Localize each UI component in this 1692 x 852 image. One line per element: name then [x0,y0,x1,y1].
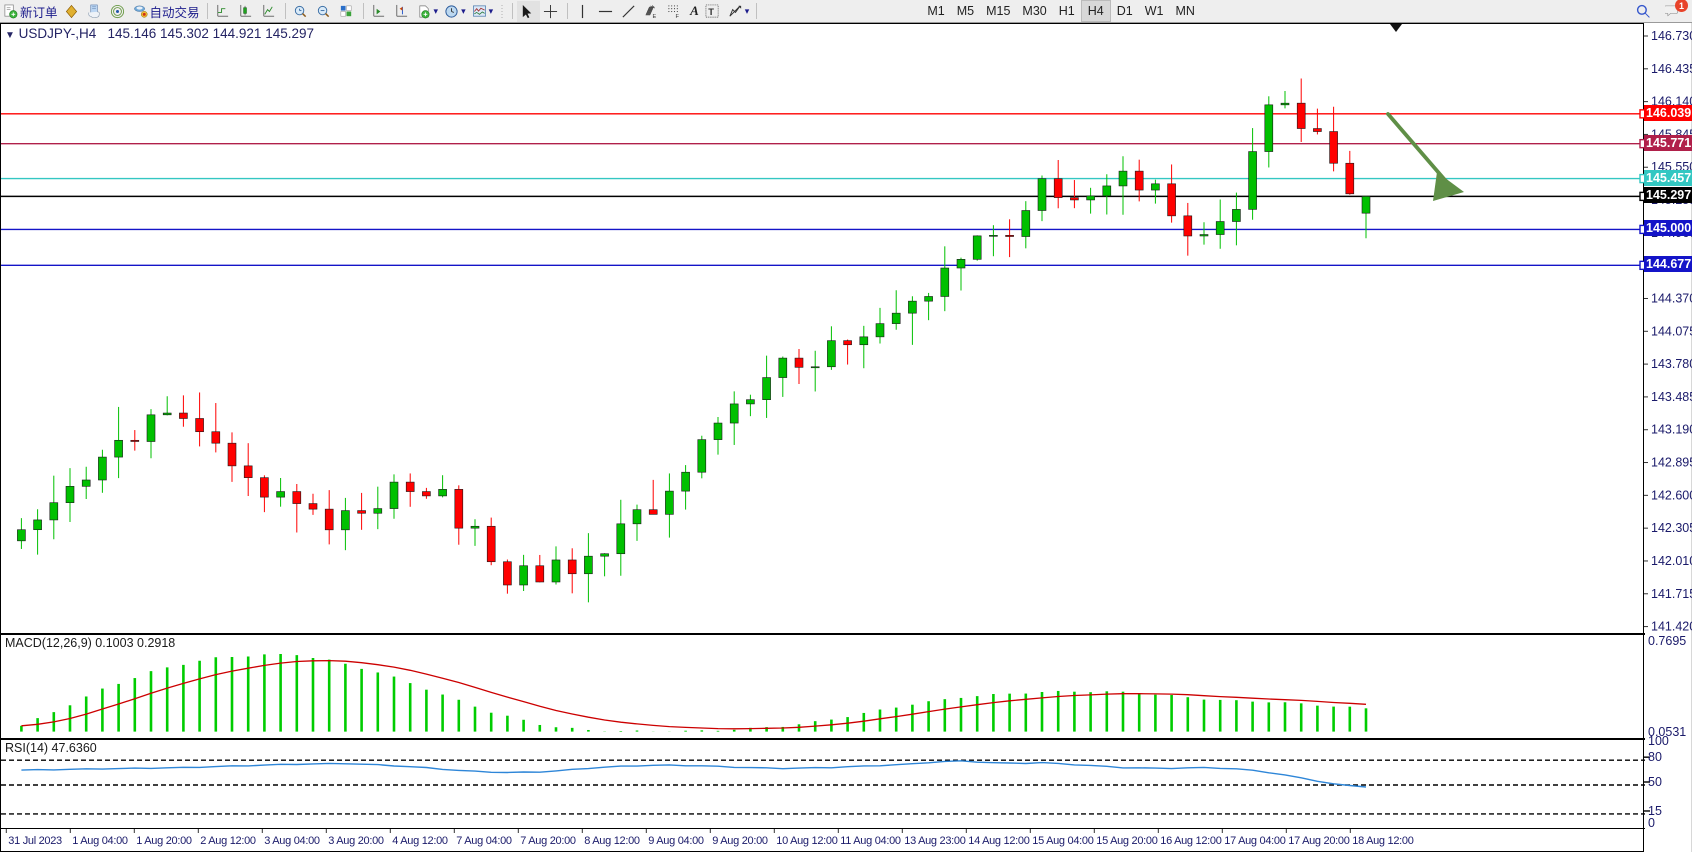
svg-text:7 Aug 20:00: 7 Aug 20:00 [520,835,576,847]
svg-text:E: E [653,14,657,19]
svg-text:18 Aug 12:00: 18 Aug 12:00 [1352,835,1413,847]
svg-text:1 Aug 20:00: 1 Aug 20:00 [136,835,192,847]
svg-text:142.305: 142.305 [1651,521,1692,535]
svg-text:15 Aug 20:00: 15 Aug 20:00 [1096,835,1157,847]
svg-text:15 Aug 04:00: 15 Aug 04:00 [1032,835,1093,847]
svg-text:13 Aug 23:00: 13 Aug 23:00 [904,835,965,847]
svg-text:3 Aug 20:00: 3 Aug 20:00 [328,835,384,847]
svg-text:2 Aug 12:00: 2 Aug 12:00 [200,835,256,847]
svg-text:7 Aug 04:00: 7 Aug 04:00 [456,835,512,847]
svg-text:142.010: 142.010 [1651,554,1692,568]
svg-text:143.190: 143.190 [1651,423,1692,437]
svg-text:141.420: 141.420 [1651,620,1692,631]
svg-text:17 Aug 04:00: 17 Aug 04:00 [1224,835,1285,847]
svg-text:16 Aug 12:00: 16 Aug 12:00 [1160,835,1221,847]
svg-text:143.485: 143.485 [1651,390,1692,404]
svg-text:T: T [708,6,714,16]
svg-text:9 Aug 04:00: 9 Aug 04:00 [648,835,704,847]
svg-text:143.780: 143.780 [1651,357,1692,371]
svg-text:1 Aug 04:00: 1 Aug 04:00 [72,835,128,847]
svg-text:3 Aug 04:00: 3 Aug 04:00 [264,835,320,847]
svg-text:4 Aug 12:00: 4 Aug 12:00 [392,835,448,847]
svg-text:14 Aug 12:00: 14 Aug 12:00 [968,835,1029,847]
svg-text:141.715: 141.715 [1651,587,1692,601]
svg-text:11 Aug 04:00: 11 Aug 04:00 [840,835,901,847]
svg-text:144.075: 144.075 [1651,324,1692,338]
svg-text:146.435: 146.435 [1651,62,1692,76]
svg-text:17 Aug 20:00: 17 Aug 20:00 [1288,835,1349,847]
svg-text:8 Aug 12:00: 8 Aug 12:00 [584,835,640,847]
svg-text:142.600: 142.600 [1651,488,1692,502]
svg-text:RSI(14) 47.6360: RSI(14) 47.6360 [5,741,97,755]
svg-text:10 Aug 12:00: 10 Aug 12:00 [776,835,837,847]
svg-text:MACD(12,26,9) 0.1003 0.2918: MACD(12,26,9) 0.1003 0.2918 [5,636,175,650]
svg-text:F: F [676,14,680,19]
svg-text:9 Aug 20:00: 9 Aug 20:00 [712,835,768,847]
svg-text:146.730: 146.730 [1651,29,1692,43]
svg-text:31 Jul 2023: 31 Jul 2023 [8,835,62,847]
svg-text:144.370: 144.370 [1651,291,1692,305]
svg-text:142.895: 142.895 [1651,456,1692,470]
